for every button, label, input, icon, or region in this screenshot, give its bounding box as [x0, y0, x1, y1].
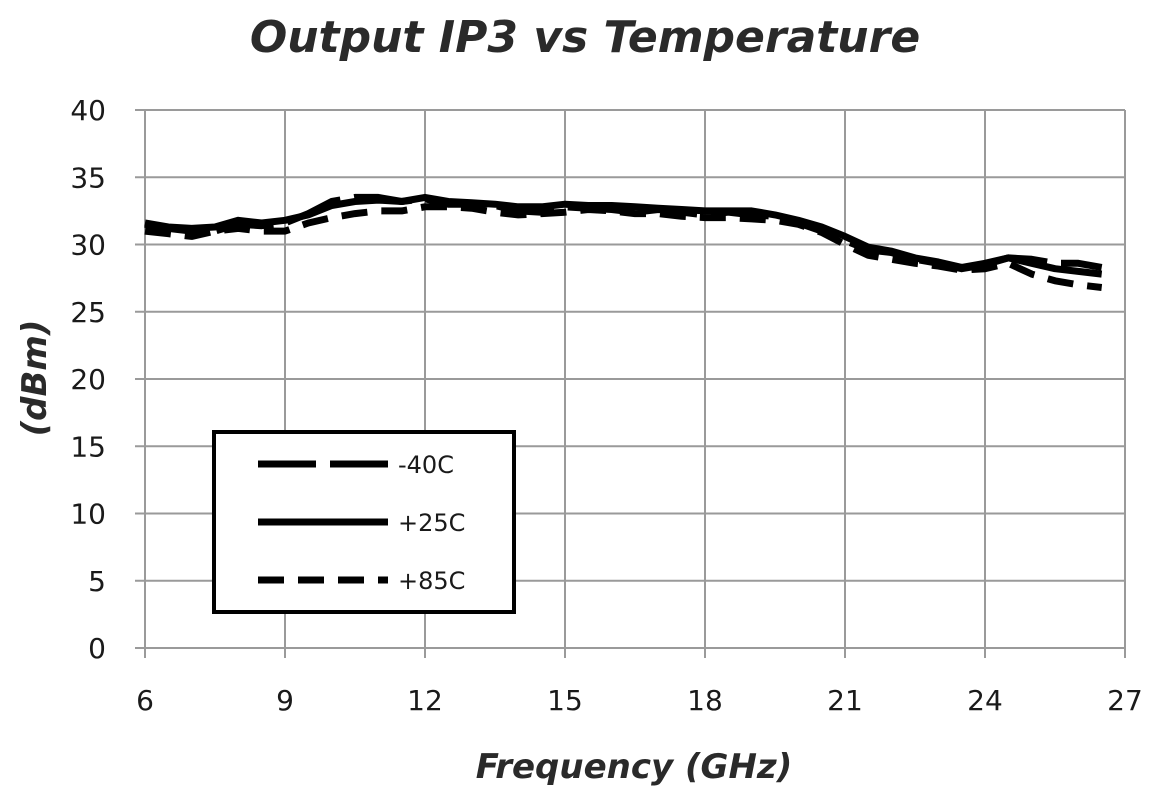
y-tick-25: 25 [70, 296, 106, 329]
y-axis-label: (dBm) [15, 320, 55, 437]
y-tick-labels: 0 5 10 15 20 25 30 35 40 [70, 94, 106, 665]
x-tick-labels: 6 9 12 15 18 21 24 27 [136, 684, 1143, 717]
x-tick-12: 12 [407, 684, 443, 717]
y-tick-10: 10 [70, 498, 106, 531]
series-lines [144, 193, 1103, 291]
series-line-1 [144, 193, 1103, 278]
y-tick-30: 30 [70, 229, 106, 262]
legend-label-minus40c: -40C [398, 451, 454, 479]
series-line-2 [144, 203, 1103, 291]
x-tick-21: 21 [827, 684, 863, 717]
y-tick-35: 35 [70, 161, 106, 194]
x-axis-label: Frequency (GHz) [476, 747, 793, 787]
y-tick-20: 20 [70, 363, 106, 396]
legend: -40C +25C +85C [212, 430, 516, 614]
legend-label-plus25c: +25C [398, 509, 465, 537]
y-tick-40: 40 [70, 94, 106, 127]
legend-label-plus85c: +85C [398, 567, 465, 595]
x-tick-24: 24 [967, 684, 1003, 717]
y-tick-15: 15 [70, 430, 106, 463]
grid [135, 109, 1126, 658]
x-tick-9: 9 [276, 684, 294, 717]
x-tick-18: 18 [687, 684, 723, 717]
chart-title: Output IP3 vs Temperature [250, 12, 920, 63]
x-tick-6: 6 [136, 684, 154, 717]
y-tick-5: 5 [88, 565, 106, 598]
y-tick-0: 0 [88, 632, 106, 665]
x-tick-27: 27 [1107, 684, 1143, 717]
x-tick-15: 15 [547, 684, 583, 717]
